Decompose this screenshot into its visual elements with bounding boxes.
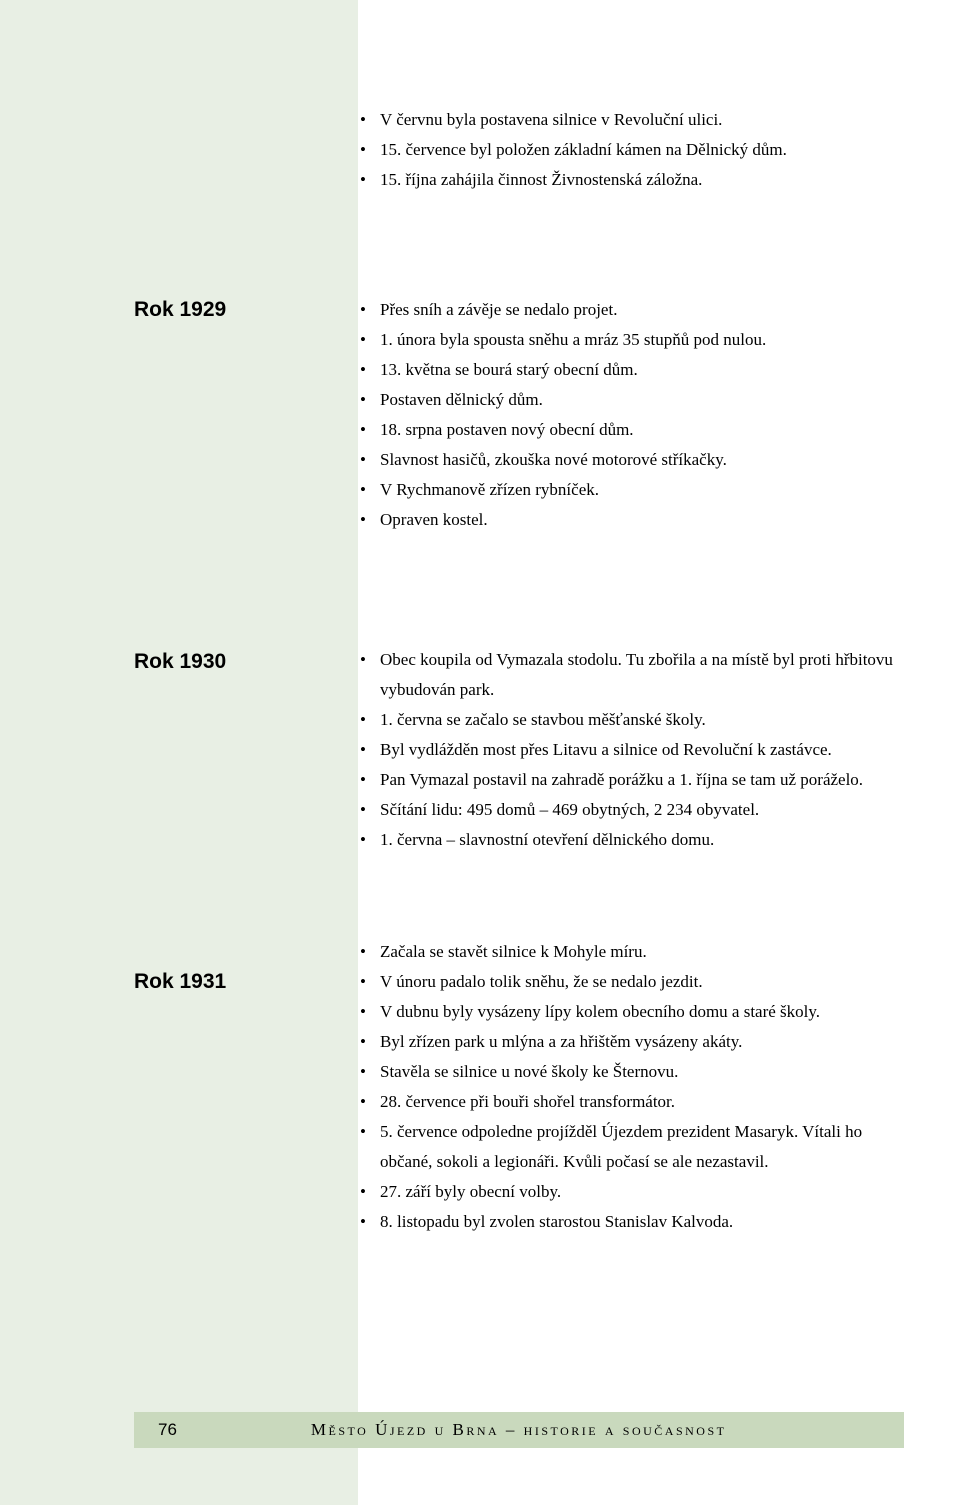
sidebar-band [0,0,358,1505]
list-item: Obec koupila od Vymazala stodolu. Tu zbo… [380,645,908,705]
list-item: 18. srpna postaven nový obecní dům. [380,415,908,445]
list-item: 13. května se bourá starý obecní dům. [380,355,908,385]
intro-section: V červnu byla postavena silnice v Revolu… [360,105,908,195]
list-item: Začala se stavět silnice k Mohyle míru. [380,937,908,967]
year-heading-1929: Rok 1929 [134,298,226,322]
list-item: Byl zřízen park u mlýna a za hřištěm vys… [380,1027,908,1057]
list-item: 1. června – slavnostní otevření dělnické… [380,825,908,855]
list-item: 5. července odpoledne projížděl Újezdem … [380,1117,908,1177]
footer-title: Město Újezd u Brna – historie a současno… [311,1420,727,1440]
list-item: V únoru padalo tolik sněhu, že se nedalo… [380,967,908,997]
list-item: 15. října zahájila činnost Živnostenská … [380,165,908,195]
year-section-1930: Obec koupila od Vymazala stodolu. Tu zbo… [360,645,908,855]
page-content: V červnu byla postavena silnice v Revolu… [360,105,908,1325]
list-item: V Rychmanově zřízen rybníček. [380,475,908,505]
list-item: Přes sníh a závěje se nedalo projet. [380,295,908,325]
list-item: 28. července při bouři shořel transformá… [380,1087,908,1117]
year-list: Začala se stavět silnice k Mohyle míru. … [360,937,908,1237]
year-list: Obec koupila od Vymazala stodolu. Tu zbo… [360,645,908,855]
list-item: V dubnu byly vysázeny lípy kolem obecníh… [380,997,908,1027]
list-item: 8. listopadu byl zvolen starostou Stanis… [380,1207,908,1237]
list-item: Stavěla se silnice u nové školy ke Štern… [380,1057,908,1087]
list-item: V červnu byla postavena silnice v Revolu… [380,105,908,135]
list-item: Postaven dělnický dům. [380,385,908,415]
year-heading-1930: Rok 1930 [134,650,226,674]
year-heading-1931: Rok 1931 [134,970,226,994]
list-item: 27. září byly obecní volby. [380,1177,908,1207]
footer-bar: 76 Město Újezd u Brna – historie a souča… [134,1412,904,1448]
page-number: 76 [158,1420,177,1440]
list-item: 1. února byla spousta sněhu a mráz 35 st… [380,325,908,355]
list-item: 15. července byl položen základní kámen … [380,135,908,165]
list-item: Slavnost hasičů, zkouška nové motorové s… [380,445,908,475]
list-item: 1. června se začalo se stavbou měšťanské… [380,705,908,735]
year-section-1929: Přes sníh a závěje se nedalo projet. 1. … [360,295,908,535]
list-item: Sčítání lidu: 495 domů – 469 obytných, 2… [380,795,908,825]
list-item: Opraven kostel. [380,505,908,535]
list-item: Pan Vymazal postavil na zahradě porážku … [380,765,908,795]
year-section-1931: Začala se stavět silnice k Mohyle míru. … [360,937,908,1237]
list-item: Byl vydlážděn most přes Litavu a silnice… [380,735,908,765]
year-list: Přes sníh a závěje se nedalo projet. 1. … [360,295,908,535]
intro-list: V červnu byla postavena silnice v Revolu… [360,105,908,195]
